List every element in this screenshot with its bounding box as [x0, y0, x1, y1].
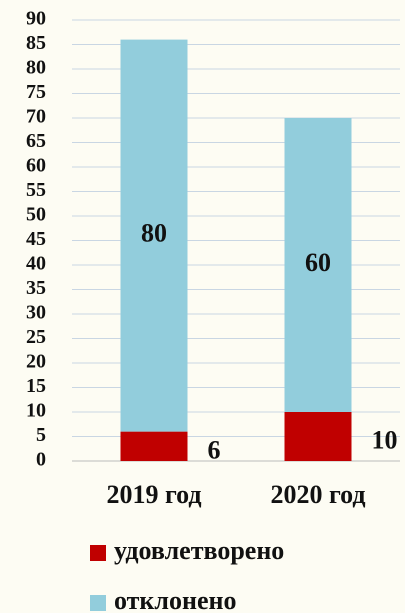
y-tick-label: 45 — [26, 228, 46, 250]
legend-swatch — [90, 595, 106, 611]
y-tick-label: 70 — [26, 106, 46, 128]
data-label: 10 — [372, 425, 398, 454]
y-tick-label: 0 — [36, 449, 46, 471]
y-tick-label: 35 — [26, 277, 46, 299]
y-tick-label: 20 — [26, 351, 46, 373]
bar-segment — [284, 412, 352, 461]
x-tick-label: 2020 год — [270, 480, 365, 509]
y-tick-label: 55 — [26, 179, 46, 201]
y-tick-label: 90 — [26, 8, 46, 30]
y-tick-label: 30 — [26, 302, 46, 324]
y-tick-label: 5 — [36, 424, 46, 446]
legend-label: отклонено — [114, 586, 237, 613]
y-tick-label: 85 — [26, 32, 46, 54]
bar-segment — [120, 39, 188, 432]
y-tick-label: 80 — [26, 57, 46, 79]
x-tick-label: 2019 год — [106, 480, 201, 509]
y-tick-label: 10 — [26, 400, 46, 422]
y-tick-label: 15 — [26, 375, 46, 397]
y-tick-label: 40 — [26, 253, 46, 275]
data-label: 6 — [208, 435, 221, 464]
legend-label: удовлетворено — [114, 536, 284, 565]
y-tick-label: 65 — [26, 130, 46, 152]
bar-segment — [284, 118, 352, 412]
bar-segment — [120, 431, 188, 461]
y-tick-label: 75 — [26, 81, 46, 103]
data-label: 60 — [305, 248, 331, 277]
data-label: 80 — [141, 219, 167, 248]
y-tick-label: 25 — [26, 326, 46, 348]
legend-swatch — [90, 545, 106, 561]
y-tick-label: 50 — [26, 204, 46, 226]
y-tick-label: 60 — [26, 155, 46, 177]
